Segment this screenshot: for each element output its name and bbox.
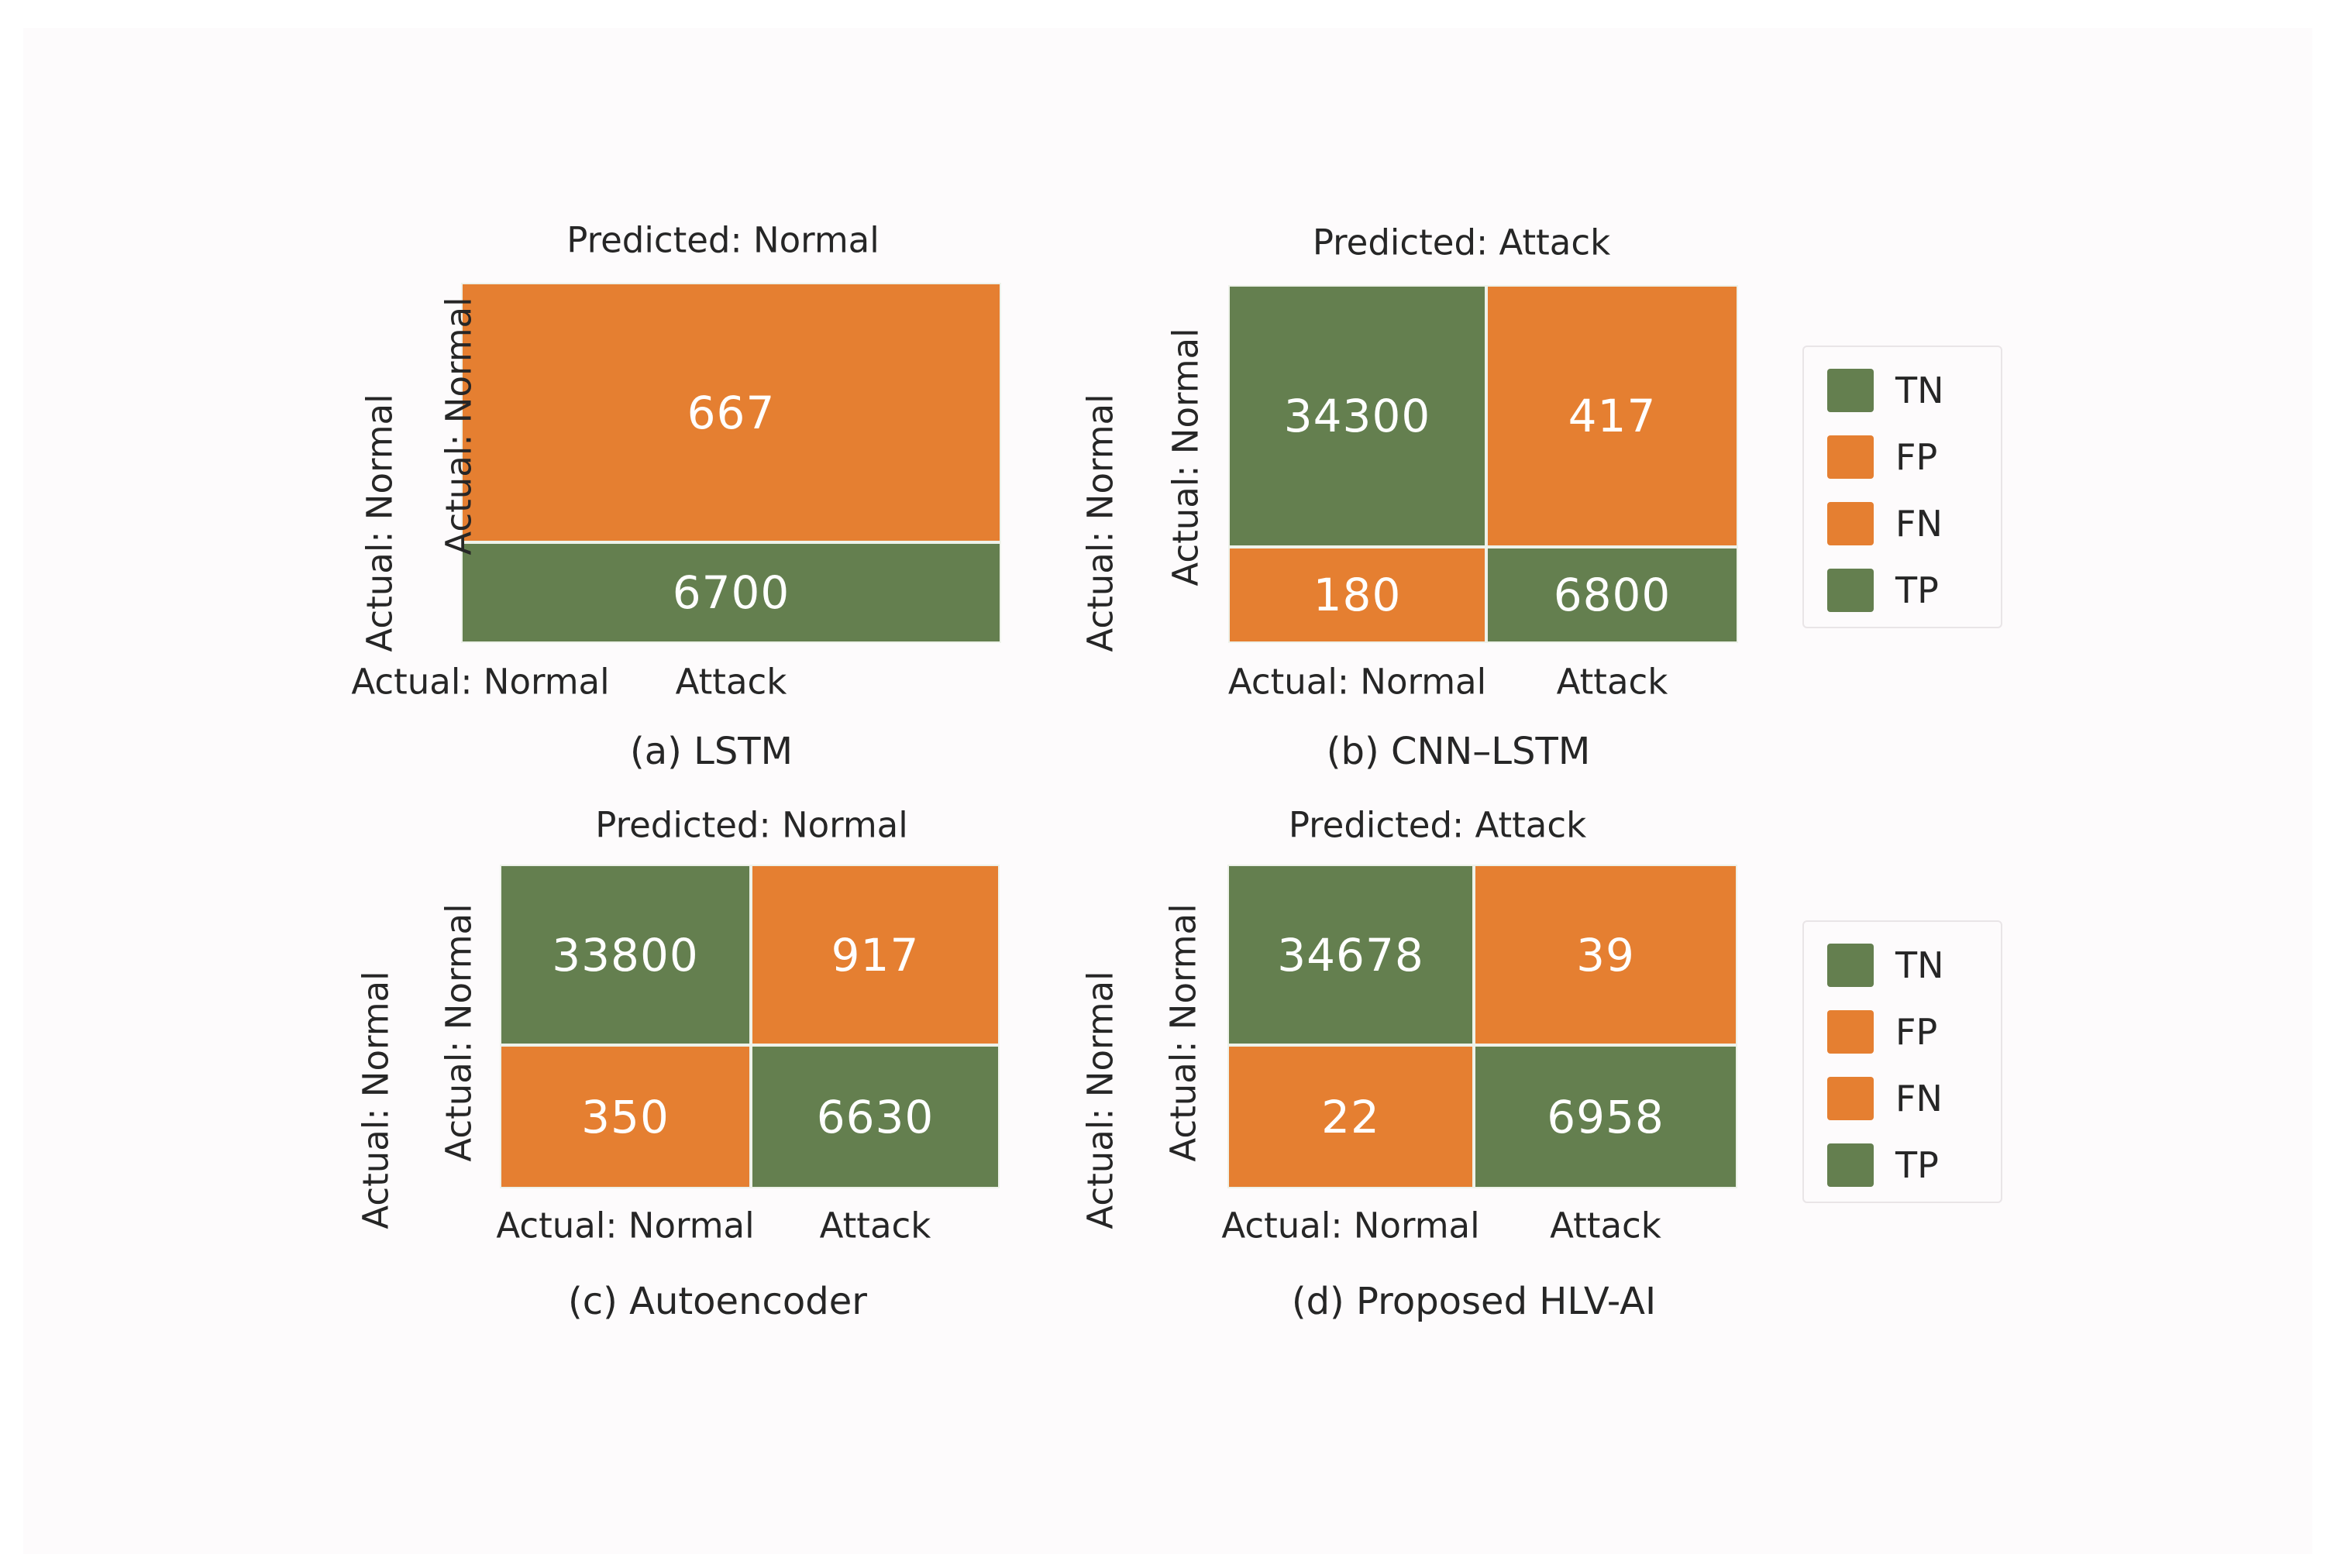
column-label: Actual: Normal — [351, 661, 610, 703]
row-label: Actual: Normal — [1079, 394, 1121, 652]
legend-label: FP — [1895, 1011, 1938, 1053]
confusion-matrix-figure: 340506672806700 Predicted: Normal (a) LSTM… — [23, 28, 2312, 1554]
confusion-matrix-4: 34678 39 22 6958 — [1227, 865, 1737, 1188]
legend-item: TN — [1827, 367, 1944, 414]
matrix-title: Predicted: Normal — [566, 219, 880, 261]
legend-item: FN — [1827, 500, 1943, 547]
row-label: Actual: Normal — [438, 903, 480, 1162]
row-label: Actual: Normal — [1079, 971, 1121, 1229]
confusion-matrix-3: 33800 917 350 6630 — [500, 865, 1000, 1188]
legend-label: TN — [1895, 370, 1944, 411]
cell-tp: 6958 — [1474, 1045, 1737, 1188]
legend-swatch — [1827, 569, 1874, 612]
legend-label: TN — [1895, 944, 1944, 986]
column-label: Attack — [675, 661, 787, 703]
cell-fn: 180 — [1228, 547, 1486, 643]
confusion-matrix-2: 34300 417 180 6800 — [1228, 285, 1738, 643]
legend-item: FP — [1827, 1009, 1937, 1055]
legend-item: TP — [1827, 567, 1939, 614]
legend-item: TP — [1827, 1142, 1939, 1188]
cell-fn: 22 — [1227, 1045, 1474, 1188]
legend-label: FN — [1895, 503, 1943, 545]
matrix-title: Predicted: Normal — [595, 804, 908, 846]
cell-fp: 417 — [1486, 285, 1738, 547]
legend-item: FP — [1827, 434, 1937, 480]
legend-label: FP — [1895, 436, 1938, 478]
row-label: Actual: Normal — [1165, 328, 1207, 586]
cell-tn: 34678 — [1227, 865, 1474, 1045]
row-label: Actual: Normal — [359, 394, 401, 652]
matrix-title: Predicted: Attack — [1312, 222, 1611, 263]
column-label: Attack — [1556, 661, 1668, 703]
column-label: Actual: Normal — [1221, 1205, 1480, 1246]
cell-tn: 34300 — [1228, 285, 1486, 547]
row-label: Actual: Normal — [438, 297, 480, 555]
legend: TN FP FN TP — [1802, 920, 2002, 1203]
subfigure-caption: (b) CNN–LSTM — [1326, 730, 1591, 773]
column-label: Actual: Normal — [1227, 661, 1487, 703]
legend-swatch — [1827, 435, 1874, 479]
column-label: Actual: Normal — [496, 1205, 755, 1246]
legend-item: FN — [1827, 1075, 1943, 1122]
legend-swatch — [1827, 1077, 1874, 1120]
row-label: Actual: Normal — [1162, 903, 1204, 1162]
legend: TN FP FN TP — [1802, 346, 2002, 628]
legend-label: TP — [1895, 569, 1939, 611]
legend-swatch — [1827, 944, 1874, 987]
legend-swatch — [1827, 369, 1874, 412]
cell-tp: 6800 — [1486, 547, 1738, 643]
subfigure-caption: (d) Proposed HLV-AI — [1291, 1280, 1657, 1323]
subfigure-caption: (c) Autoencoder — [568, 1280, 867, 1323]
cell-fp: 917 — [751, 865, 1000, 1045]
legend-label: FN — [1895, 1078, 1943, 1119]
legend-swatch — [1827, 1143, 1874, 1187]
cell-fn: 350 — [500, 1045, 751, 1188]
legend-label: TP — [1895, 1144, 1939, 1186]
cell-tp: 6700 — [461, 542, 1001, 643]
legend-item: TN — [1827, 942, 1944, 989]
cell-fp: 39 — [1474, 865, 1737, 1045]
subfigure-caption: (a) LSTM — [629, 730, 793, 773]
legend-swatch — [1827, 1010, 1874, 1054]
row-label: Actual: Normal — [355, 971, 397, 1229]
confusion-matrix-1: 340506672806700 — [461, 283, 1001, 643]
column-label: Attack — [1550, 1205, 1661, 1246]
cell-fp: 667 — [461, 283, 1001, 542]
column-label: Attack — [819, 1205, 931, 1246]
cell-tp: 6630 — [751, 1045, 1000, 1188]
legend-swatch — [1827, 502, 1874, 545]
matrix-title: Predicted: Attack — [1288, 804, 1587, 846]
cell-tn: 33800 — [500, 865, 751, 1045]
